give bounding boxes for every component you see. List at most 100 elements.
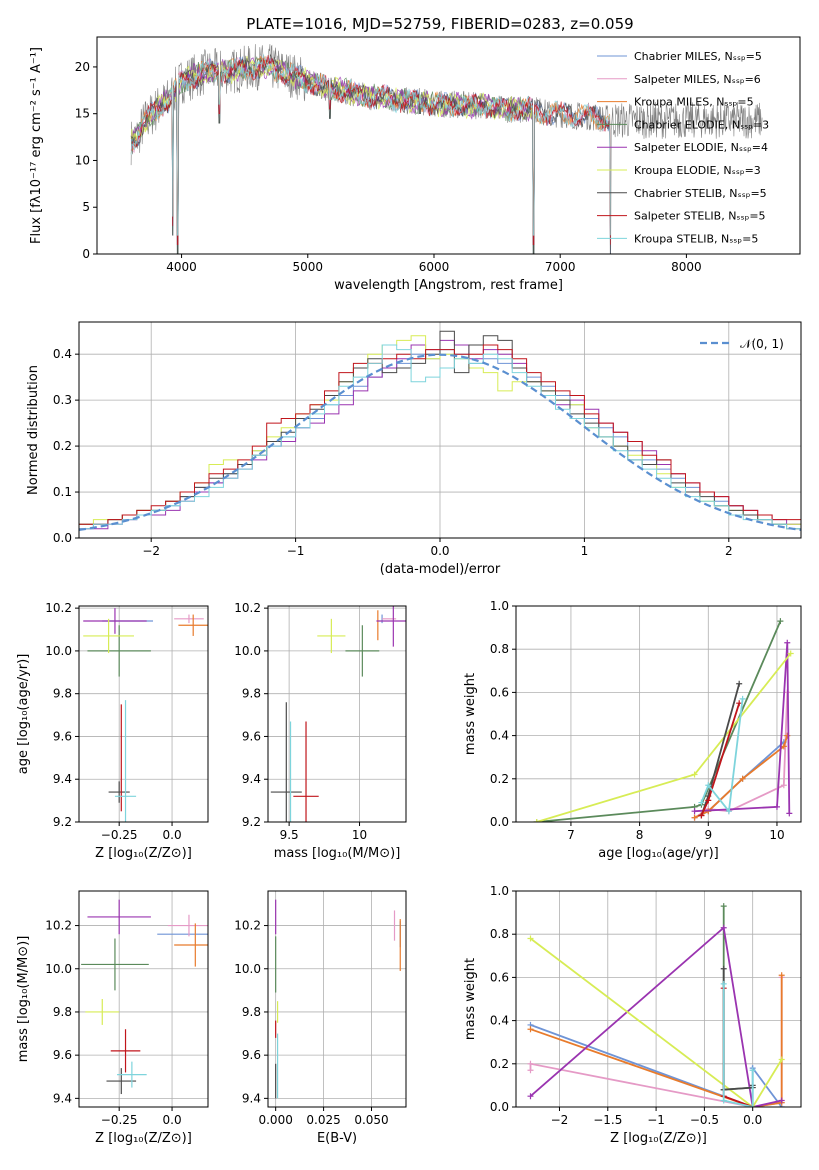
plus-marker	[691, 808, 698, 815]
errorbar-point	[317, 618, 346, 654]
spectrum-panel: 4000 5000 6000 7000 8000 0 5 10 15 20 wavelength […	[29, 36, 801, 293]
plus-marker	[698, 812, 705, 819]
y-tick-label: 0	[82, 247, 90, 261]
y-tick-label: 20	[75, 60, 90, 74]
plus-marker	[720, 924, 727, 931]
legend-entry: Salpeter STELIB, Nₛₛₚ=5	[634, 210, 766, 223]
errorbar-point	[87, 899, 151, 935]
plot-area	[275, 899, 401, 1099]
age-vs-mass-panel: 9.5 10 9.2 9.4 9.6 9.8 10.0 10.2 mass [log₁₀(M/M…	[234, 601, 407, 861]
weight-series-line	[536, 652, 792, 822]
x-tick-label: −0.25	[101, 1113, 138, 1127]
x-axis-label: Z [log₁₀(Z/Z⊙)]	[610, 1131, 707, 1146]
x-tick-label: −0.5	[690, 1113, 719, 1127]
plus-marker	[784, 639, 791, 646]
weight-series-line	[529, 937, 783, 1107]
y-tick-label: 9.6	[242, 1048, 261, 1062]
legend-entry: Salpeter ELODIE, Nₛₛₚ=4	[634, 141, 768, 154]
x-tick-label: −0.25	[101, 828, 138, 842]
y-tick-label: 9.4	[242, 1091, 261, 1105]
y-tick-label: 9.8	[242, 1005, 261, 1019]
mass-vs-ebv-panel: 0.000 0.025 0.050 9.4 9.6 9.8 10.0 10.2 E(B-V)	[234, 890, 407, 1146]
errorbar-point	[117, 1061, 147, 1088]
plot-area	[527, 903, 785, 1107]
plus-marker	[725, 808, 732, 815]
x-tick-label: 0.025	[306, 1113, 340, 1127]
legend-entry: Kroupa MILES, Nₛₛₚ=5	[634, 96, 754, 109]
errorbar-point	[178, 614, 208, 636]
errorbar-point	[87, 625, 151, 677]
plus-marker	[780, 782, 787, 789]
x-tick-label: 2	[725, 544, 733, 558]
plus-marker	[527, 935, 534, 942]
plot-area	[270, 606, 406, 822]
x-tick-label: −1	[287, 544, 305, 558]
legend-entry: Kroupa ELODIE, Nₛₛₚ=3	[634, 164, 761, 177]
y-axis-label: Normed distribution	[26, 365, 41, 495]
y-tick-label: 0.4	[490, 729, 509, 743]
plus-marker	[533, 819, 540, 822]
y-tick-label: 1.0	[490, 599, 509, 613]
y-tick-label: 10.0	[45, 962, 72, 976]
y-tick-label: 0.6	[490, 970, 509, 984]
y-tick-label: 10.2	[45, 601, 72, 615]
y-tick-label: 0.4	[53, 347, 72, 361]
y-tick-label: 9.4	[242, 772, 261, 786]
legend-entry: Chabrier MILES, Nₛₛₚ=5	[634, 50, 762, 63]
x-tick-label: −2	[551, 1113, 569, 1127]
figure-title: PLATE=1016, MJD=52759, FIBERID=0283, z=0…	[246, 15, 633, 33]
histogram-step-line	[79, 344, 801, 538]
residual-histogram-panel: −2 −1 0.0 1 2 0.0 0.1 0.2 0.3 0.4 (data-model)/err…	[26, 321, 802, 577]
y-axis-label: mass [log₁₀(M/M⊙)]	[16, 936, 31, 1063]
y-tick-label: 0.8	[490, 642, 509, 656]
legend-entry: Chabrier STELIB, Nₛₛₚ=5	[634, 187, 767, 200]
age-vs-metallicity-panel: −0.25 0.0 9.2 9.4 9.6 9.8 10.0 10.2 Z [log₁₀(Z/Z…	[16, 601, 209, 861]
plus-marker	[527, 1026, 534, 1033]
axes-frame	[78, 605, 209, 823]
plot-area	[81, 899, 208, 1095]
x-axis-label: E(B-V)	[317, 1131, 357, 1146]
x-axis-label: Z [log₁₀(Z/Z⊙)]	[95, 846, 192, 861]
plot-area	[533, 618, 794, 822]
y-tick-label: 0.2	[490, 1057, 509, 1071]
x-axis-label: mass [log₁₀(M/M⊙)]	[274, 846, 401, 861]
errorbar-point	[174, 614, 204, 624]
x-tick-label: −1.5	[593, 1113, 622, 1127]
legend-entry: 𝒩(0, 1)	[740, 337, 784, 351]
weight-series-line	[722, 983, 754, 1107]
x-tick-label: 0.0	[743, 1113, 762, 1127]
y-tick-label: 9.6	[242, 729, 261, 743]
plus-marker	[720, 980, 727, 987]
legend-entry: Salpeter MILES, Nₛₛₚ=6	[634, 73, 761, 86]
x-tick-label: −2	[142, 544, 160, 558]
plus-marker	[739, 695, 746, 702]
weight-series-line	[530, 975, 783, 1107]
x-tick-label: 0.0	[430, 544, 449, 558]
y-tick-label: 9.4	[53, 1091, 72, 1105]
plot-area	[130, 44, 763, 254]
axes-frame	[515, 605, 802, 823]
errorbar-point	[110, 1029, 141, 1073]
plus-marker	[778, 972, 785, 979]
plot-area	[83, 608, 208, 822]
x-tick-label: 8	[636, 828, 644, 842]
y-tick-label: 15	[75, 107, 90, 121]
y-tick-label: 10.2	[234, 601, 261, 615]
y-tick-label: 1.0	[490, 884, 509, 898]
x-tick-label: 9.5	[280, 828, 299, 842]
x-tick-label: 10	[769, 828, 784, 842]
y-tick-label: 0.2	[490, 772, 509, 786]
histogram-step-line	[79, 344, 801, 538]
plus-marker	[527, 1067, 534, 1074]
y-tick-label: 0.1	[53, 485, 72, 499]
errorbar-point	[85, 999, 120, 1025]
y-tick-label: 10.0	[234, 962, 261, 976]
plus-marker	[720, 1097, 727, 1104]
axes-frame	[267, 605, 407, 823]
x-tick-label: 7000	[545, 260, 576, 274]
normal-curve	[79, 353, 801, 531]
plus-marker	[778, 1056, 785, 1063]
plus-marker	[698, 799, 705, 806]
x-tick-label: 0.050	[354, 1113, 388, 1127]
plus-marker	[691, 771, 698, 778]
